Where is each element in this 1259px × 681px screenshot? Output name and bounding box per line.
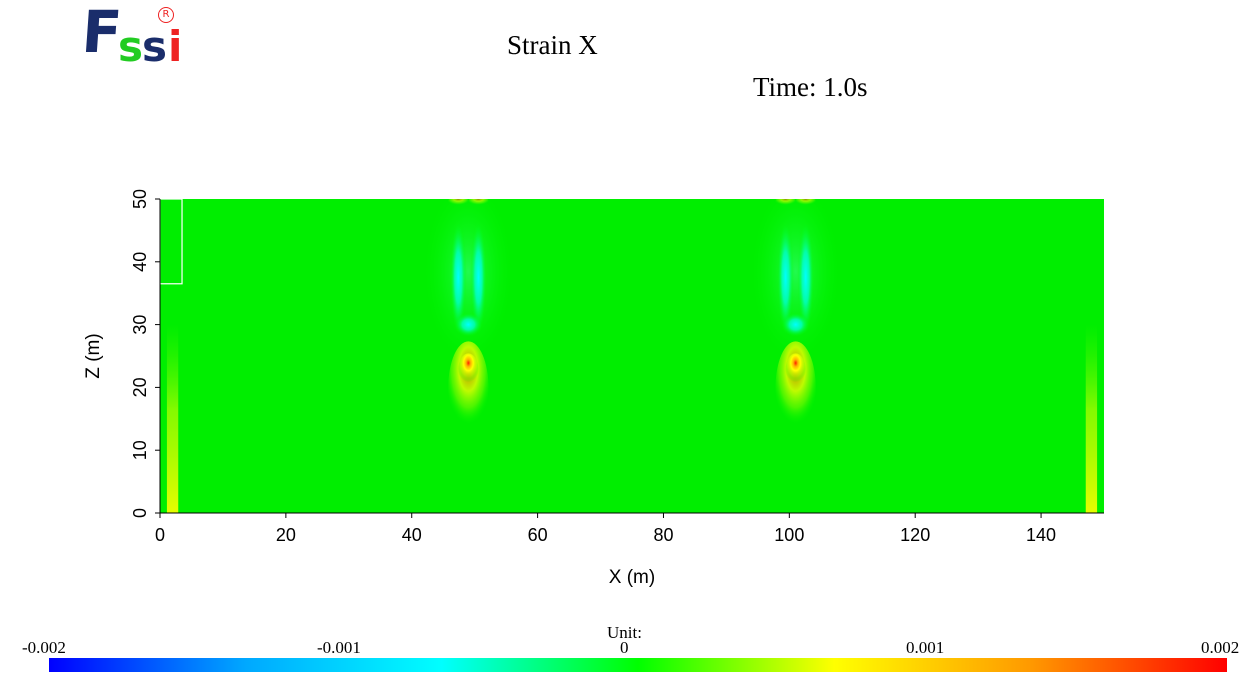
x-tick-label: 140 [1026, 525, 1056, 545]
colorbar-tick-label: 0.001 [906, 638, 945, 657]
negative-strain-column [470, 220, 487, 335]
x-tick-label: 0 [155, 525, 165, 545]
negative-strain-base [454, 312, 483, 337]
x-tick-label: 20 [276, 525, 296, 545]
surface-hotspot [795, 199, 816, 206]
positive-strain-plume [448, 341, 489, 434]
colorbar-tick-label: 0.002 [1201, 638, 1240, 657]
surface-hotspot [468, 199, 489, 206]
chart-title: Strain X [507, 30, 598, 60]
y-tick-label: 0 [130, 508, 150, 518]
y-tick-label: 20 [130, 377, 150, 397]
logo-letter-s-green: s [118, 22, 143, 71]
y-axis-title: Z (m) [83, 333, 104, 378]
colorbar-tick-label: 0 [620, 638, 629, 657]
colorbar-tick-label: -0.002 [22, 638, 66, 657]
negative-strain-halo [751, 199, 840, 361]
surface-hotspot [448, 199, 469, 206]
surface-hotspot [775, 199, 796, 206]
colorbar-unit-label: Unit: [607, 623, 642, 642]
colorbar [49, 658, 1227, 672]
y-tick-label: 40 [130, 252, 150, 272]
axes [159, 199, 1104, 514]
positive-strain-peak [785, 353, 806, 386]
colorbar-tick-label: -0.001 [317, 638, 361, 657]
y-tick-label: 30 [130, 315, 150, 335]
edge-strain-band [1085, 324, 1098, 513]
time-label: Time: 1.0s [753, 72, 868, 102]
x-tick-label: 60 [528, 525, 548, 545]
fssi-logo: F s s i R [80, 0, 192, 72]
positive-strain-plume [775, 341, 816, 434]
y-tick-label: 50 [130, 189, 150, 209]
logo-letter-s-blue: s [142, 22, 167, 71]
negative-strain-halo [424, 199, 513, 361]
heatmap-field [160, 199, 1104, 513]
negative-strain-column [450, 220, 467, 335]
x-tick-label: 120 [900, 525, 930, 545]
x-tick-label: 40 [402, 525, 422, 545]
edge-strain-band [166, 324, 179, 513]
x-tick-label: 100 [774, 525, 804, 545]
registered-mark-icon: R [158, 7, 174, 23]
heatmap-features [166, 199, 1098, 513]
negative-strain-base [781, 312, 810, 337]
logo-letter-i: i [168, 22, 183, 71]
x-tick-label: 80 [653, 525, 673, 545]
negative-strain-column [797, 220, 814, 335]
x-ticks: 0 20 40 60 80 100 120 140 [155, 513, 1056, 545]
x-axis-title: X (m) [609, 567, 655, 588]
y-tick-label: 10 [130, 440, 150, 460]
positive-strain-peak [458, 353, 479, 386]
y-ticks: 0 10 20 30 40 50 [130, 189, 160, 518]
negative-strain-column [777, 220, 794, 335]
